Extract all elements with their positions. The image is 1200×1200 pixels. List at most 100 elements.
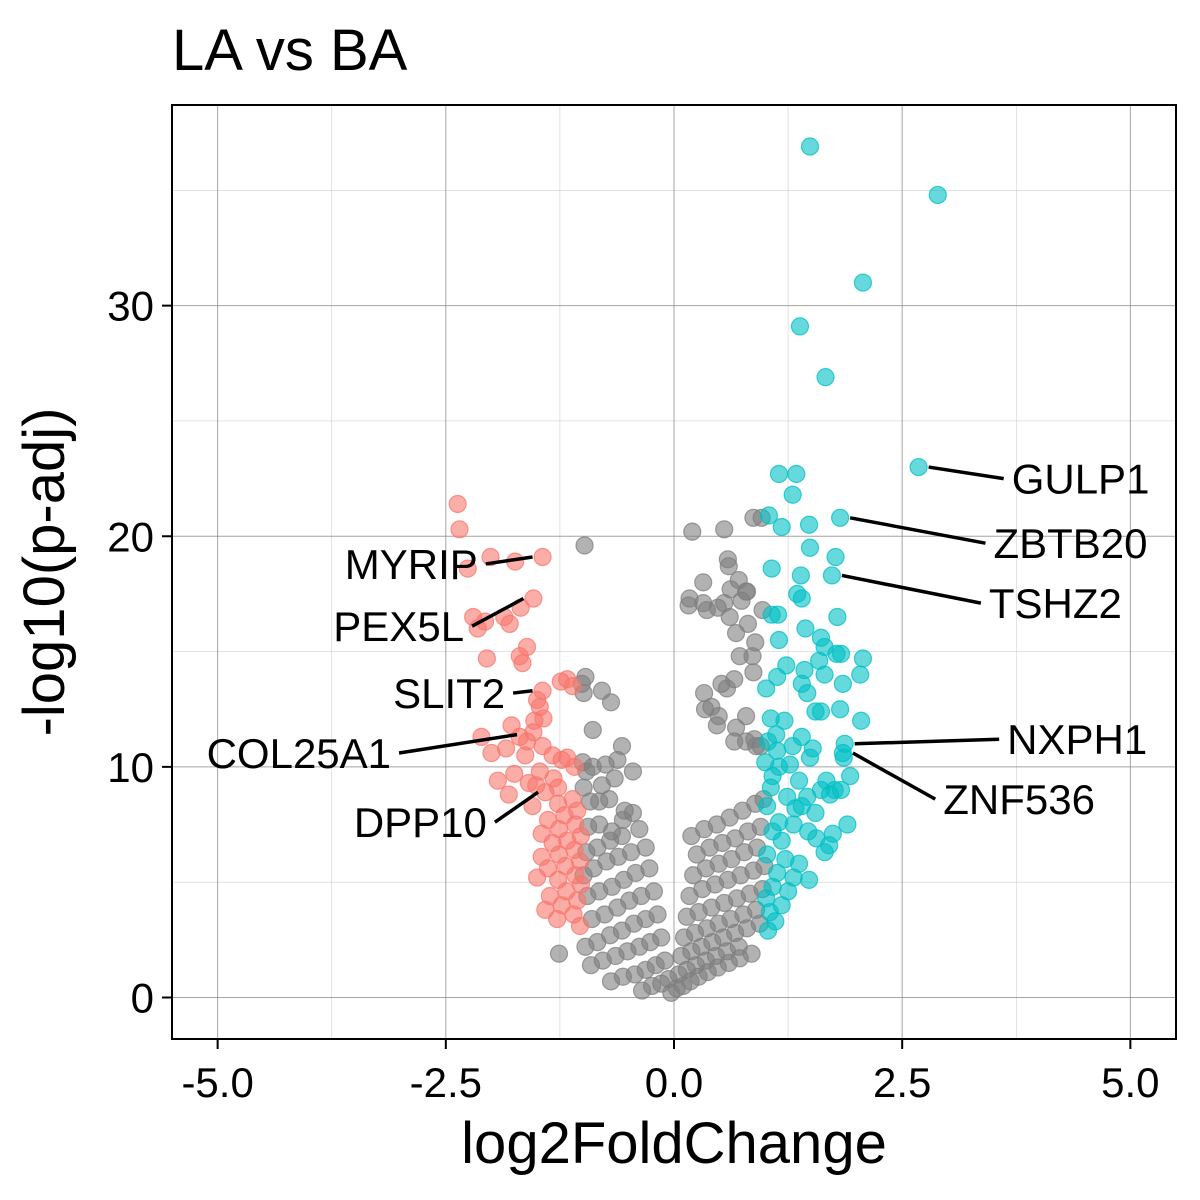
point-down	[558, 670, 577, 689]
point-up	[772, 517, 791, 537]
gene-label: PEX5L	[333, 603, 464, 650]
point-up	[775, 711, 794, 730]
point-down	[505, 764, 524, 783]
gene-label: NXPH1	[1007, 716, 1147, 763]
point-ns	[630, 820, 649, 839]
point-up	[852, 711, 871, 730]
point-up	[806, 803, 825, 823]
point-up	[769, 630, 789, 650]
x-tick-label: 0.0	[645, 1059, 703, 1106]
point-down	[448, 494, 467, 514]
point-up	[787, 464, 806, 484]
point-up	[789, 771, 809, 790]
point-up	[783, 485, 802, 504]
y-axis: 0 10 20 30	[107, 283, 172, 1021]
point-up	[834, 748, 853, 767]
point-down	[458, 559, 477, 578]
point-up	[822, 566, 842, 585]
gene-label: GULP1	[1012, 456, 1150, 503]
point-up	[798, 683, 817, 703]
point-up	[768, 605, 788, 624]
point-up	[759, 506, 779, 525]
point-ns	[576, 937, 595, 956]
point-up	[820, 785, 840, 804]
x-tick-label: 5.0	[1101, 1059, 1159, 1106]
point-up	[833, 674, 852, 693]
point-down	[524, 589, 543, 608]
point-up	[816, 368, 835, 387]
point-down	[500, 614, 519, 633]
point-ns	[695, 700, 715, 719]
y-tick-label: 30	[107, 283, 154, 330]
point-up	[831, 700, 850, 719]
gene-annotations: GULP1 ZBTB20 TSHZ2 NXPH1 ZNF536 MYRIP PEX5L SLI…	[207, 456, 1150, 847]
y-tick-label: 10	[107, 744, 154, 791]
point-up	[928, 185, 947, 205]
point-up	[791, 566, 810, 585]
point-up	[772, 831, 791, 850]
point-up	[909, 457, 928, 477]
annotation-leader-line	[493, 790, 540, 824]
annotation-leader-line	[485, 555, 533, 566]
x-tick-label: -2.5	[410, 1059, 482, 1106]
point-ns	[592, 681, 611, 700]
point-up	[811, 702, 831, 721]
point-down	[510, 647, 529, 666]
point-ns	[721, 580, 740, 599]
point-up	[851, 665, 870, 684]
point-down	[565, 757, 584, 776]
point-down	[516, 746, 535, 765]
gene-label: COL25A1	[207, 730, 391, 777]
point-up	[826, 547, 845, 567]
point-down	[477, 649, 496, 668]
point-ns	[549, 944, 569, 963]
point-ns	[600, 790, 619, 809]
point-up	[796, 619, 815, 638]
point-down	[570, 916, 590, 936]
annotation-leader-line	[849, 516, 986, 545]
point-up	[800, 538, 820, 557]
point-up	[799, 870, 819, 889]
annotation-leader-line	[841, 573, 982, 605]
point-up	[815, 843, 834, 862]
point-ns	[732, 591, 751, 610]
annotation-leader-line	[928, 465, 1004, 481]
point-up	[758, 921, 778, 940]
data-points	[448, 137, 947, 1002]
point-down	[527, 868, 547, 887]
point-ns	[632, 981, 652, 1000]
point-down	[488, 771, 507, 790]
annotation-leader-line	[512, 689, 533, 695]
x-tick-label: 2.5	[873, 1059, 931, 1106]
point-down	[533, 547, 552, 567]
point-down	[499, 785, 518, 804]
point-ns	[707, 716, 726, 735]
point-up	[853, 649, 873, 668]
x-axis-title: log2FoldChange	[461, 1111, 887, 1176]
gene-label: TSHZ2	[989, 580, 1122, 627]
point-up	[768, 667, 787, 687]
point-ns	[683, 522, 702, 541]
point-up	[761, 778, 780, 797]
point-up	[800, 748, 820, 767]
point-up	[780, 755, 800, 774]
annotation-leader-line	[398, 732, 518, 755]
point-up	[792, 589, 811, 608]
point-up	[799, 515, 819, 534]
point-ns	[726, 624, 746, 643]
point-ns	[720, 607, 739, 627]
point-up	[762, 559, 781, 578]
point-ns	[623, 762, 643, 781]
point-up	[757, 679, 776, 698]
point-up	[784, 815, 803, 834]
y-axis-title: -log10(p-adj)	[12, 408, 77, 737]
point-ns	[717, 679, 737, 698]
point-down	[548, 909, 567, 929]
point-ns	[694, 573, 713, 592]
point-up	[800, 137, 820, 156]
x-tick-label: -5.0	[181, 1059, 253, 1106]
chart-title: LA vs BA	[172, 18, 408, 83]
point-ns	[742, 944, 761, 963]
point-up	[769, 464, 789, 484]
